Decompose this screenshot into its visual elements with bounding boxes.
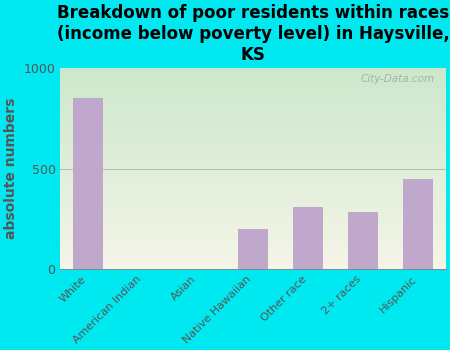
Bar (348, 212, 378, 269)
Y-axis label: absolute numbers: absolute numbers (4, 98, 18, 239)
Bar (73, 98, 103, 269)
Bar (293, 207, 324, 269)
Text: City-Data.com: City-Data.com (360, 74, 434, 84)
Bar (238, 229, 268, 269)
Bar (403, 179, 433, 269)
Title: Breakdown of poor residents within races
(income below poverty level) in Haysvil: Breakdown of poor residents within races… (57, 4, 450, 64)
